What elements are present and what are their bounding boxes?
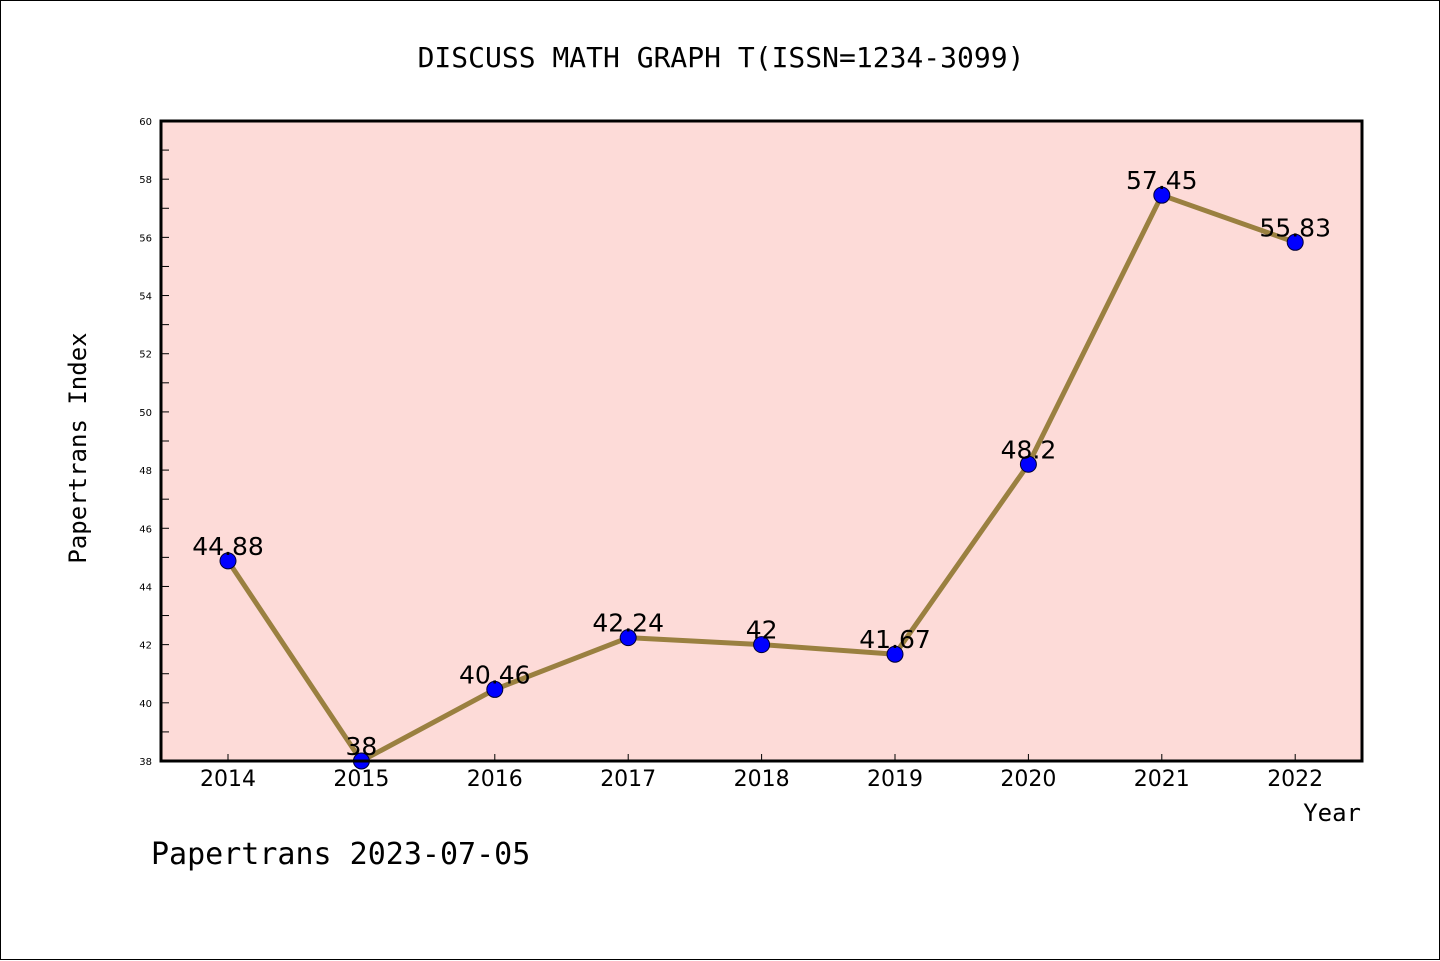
y-tick-label: 52 xyxy=(139,350,152,361)
data-label: 44.88 xyxy=(192,532,264,561)
data-label: 42.24 xyxy=(592,609,664,638)
data-point xyxy=(753,636,771,654)
x-tick-label: 2017 xyxy=(600,767,656,792)
data-point xyxy=(1286,233,1304,251)
y-tick-label: 60 xyxy=(139,117,152,128)
x-tick-label: 2020 xyxy=(1000,767,1056,792)
y-tick-label: 38 xyxy=(139,757,152,768)
data-label: 42 xyxy=(746,616,778,645)
x-tick-label: 2019 xyxy=(867,767,923,792)
data-point xyxy=(619,629,637,647)
y-axis-label: Papertrans Index xyxy=(64,332,92,563)
x-tick-label: 2016 xyxy=(467,767,523,792)
data-label: 38 xyxy=(345,732,377,761)
data-point xyxy=(1153,186,1171,204)
data-label: 55.83 xyxy=(1259,213,1331,242)
x-tick-label: 2021 xyxy=(1134,767,1190,792)
y-tick-label: 50 xyxy=(139,408,152,419)
series: 44.88 38 40.46 42.24 42 41.67 48.2 57.45 55.83 xyxy=(192,166,1331,770)
chart-title: DISCUSS MATH GRAPH T(ISSN=1234-3099) xyxy=(418,41,1025,74)
y-tick-label: 44 xyxy=(139,582,152,593)
data-label: 41.67 xyxy=(859,625,931,654)
data-point xyxy=(219,552,237,570)
y-tick-label: 48 xyxy=(139,466,152,477)
x-tick-label: 2018 xyxy=(734,767,790,792)
data-label: 40.46 xyxy=(459,660,531,689)
x-tick-label: 2014 xyxy=(200,767,256,792)
data-point xyxy=(1019,455,1037,473)
y-tick-label: 42 xyxy=(139,641,152,652)
y-tick-label: 56 xyxy=(139,233,152,244)
y-tick-label: 58 xyxy=(139,175,152,186)
data-point xyxy=(486,680,504,698)
data-label: 48.2 xyxy=(1001,435,1057,464)
y-tick-label: 40 xyxy=(139,699,152,710)
footer-text: Papertrans 2023-07-05 xyxy=(151,837,530,872)
plot-border xyxy=(159,119,1364,763)
x-tick-label: 2015 xyxy=(333,767,389,792)
x-axis: 2014 2015 2016 2017 2018 2019 2020 2021 2022 xyxy=(200,754,1323,792)
plot-area xyxy=(161,121,1362,761)
y-tick-label: 54 xyxy=(139,292,152,303)
x-tick-label: 2022 xyxy=(1267,767,1323,792)
data-point xyxy=(886,645,904,663)
y-tick-label: 46 xyxy=(139,524,152,535)
x-axis-label: Year xyxy=(1303,799,1361,827)
data-label: 57.45 xyxy=(1126,166,1198,195)
y-axis: 38 40 42 44 46 48 50 52 54 56 58 60 xyxy=(139,117,169,768)
